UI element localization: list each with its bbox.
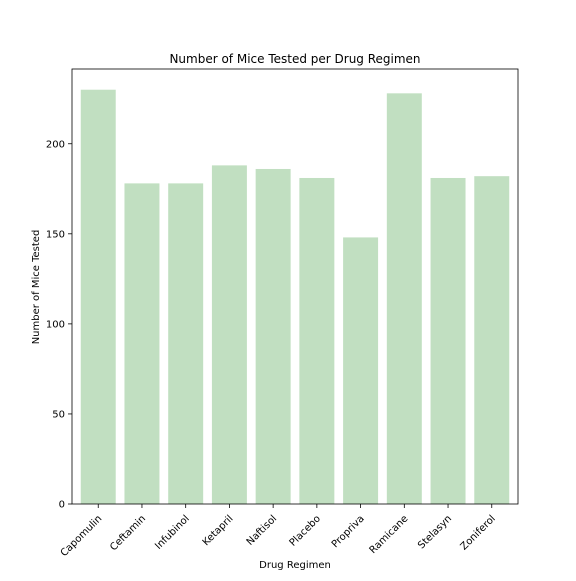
bar-placebo: [299, 177, 335, 505]
y-axis: 0 50 100 150 200: [46, 139, 72, 511]
x-tick-label-placebo: Placebo: [288, 513, 323, 548]
bar-ketapril: [211, 165, 247, 504]
y-tick-label: 0: [59, 500, 65, 511]
x-tick-label-ketapril: Ketapril: [201, 513, 236, 548]
x-tick-label-zoniferol: Zoniferol: [459, 513, 498, 552]
y-tick-label: 100: [46, 319, 65, 330]
x-tick-label-stelasyn: Stelasyn: [416, 513, 454, 551]
y-tick-label: 150: [46, 229, 65, 240]
chart-title: Number of Mice Tested per Drug Regimen: [169, 52, 420, 66]
bar-ramicane: [386, 93, 422, 504]
x-tick-label-ceftamin: Ceftamin: [108, 513, 148, 553]
plot-area-frame: [71, 68, 519, 505]
y-tick-label: 50: [52, 409, 65, 420]
x-tick-label-capomulin: Capomulin: [59, 513, 105, 559]
bar-ceftamin: [124, 183, 160, 504]
x-tick-label-ramicane: Ramicane: [368, 513, 411, 556]
x-axis: Capomulin Ceftamin Infubinol Ketapril Naftis…: [59, 504, 498, 559]
bar-stelasyn: [430, 177, 466, 505]
bar-propriva: [343, 237, 379, 505]
bar-zoniferol: [474, 176, 510, 505]
x-tick-label-naftisol: Naftisol: [245, 513, 279, 547]
x-axis-label: Drug Regimen: [259, 560, 331, 571]
x-tick-label-propriva: Propriva: [330, 513, 367, 550]
bar-infubinol: [168, 183, 204, 504]
bars-layer: [80, 89, 510, 505]
y-axis-label: Number of Mice Tested: [31, 230, 42, 345]
x-tick-label-infubinol: Infubinol: [153, 513, 192, 552]
bar-capomulin: [80, 89, 116, 505]
y-tick-label: 200: [46, 139, 65, 150]
bar-naftisol: [255, 168, 291, 504]
